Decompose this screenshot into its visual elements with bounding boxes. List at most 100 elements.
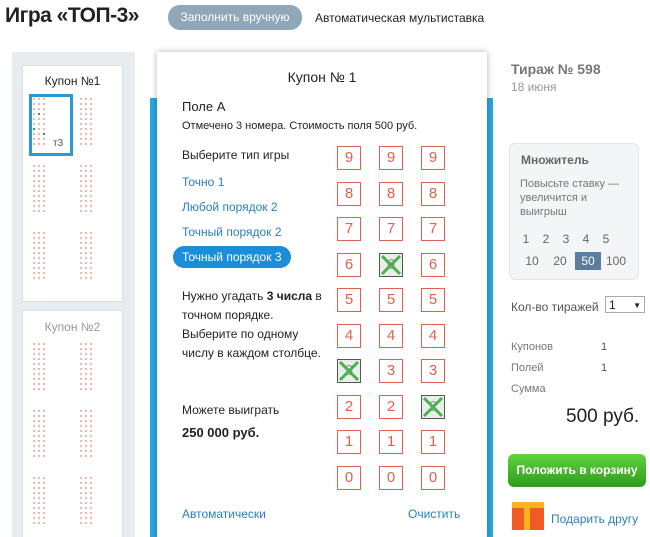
tab[interactable]: Заполнить вручную <box>168 5 302 30</box>
coupon-card[interactable]: Купон №1 т3 <box>22 65 123 302</box>
mini-cell <box>90 98 92 100</box>
mini-cell <box>43 138 45 140</box>
mini-cell <box>38 440 40 442</box>
game-type[interactable]: Точно 1 <box>182 175 225 189</box>
number-cell[interactable]: 0 <box>421 465 445 490</box>
mini-cell <box>38 410 40 412</box>
multiplier-option[interactable]: 3 <box>562 232 570 246</box>
number-cell[interactable]: 8 <box>421 181 445 206</box>
draw-title: Тираж № 598 <box>511 61 601 77</box>
mini-cell <box>38 482 40 484</box>
number-cell[interactable]: 6 <box>337 252 361 277</box>
mini-cell <box>43 425 45 427</box>
multiplier-option[interactable]: 20 <box>553 254 567 268</box>
mini-cell <box>85 237 87 239</box>
number-cell[interactable]: 7 <box>379 217 403 241</box>
number-cell[interactable]: 4 <box>421 323 445 348</box>
mini-cell <box>90 262 92 264</box>
mini-cell <box>85 363 87 365</box>
number-cell[interactable]: 7 <box>337 217 361 241</box>
number-cell[interactable]: 1 <box>337 430 361 454</box>
mini-cell <box>43 353 45 355</box>
cart-button[interactable]: Положить в корзину <box>508 454 646 487</box>
mini-cell <box>90 363 92 365</box>
win-label: Можете выиграть <box>182 403 280 417</box>
mini-cell <box>90 242 92 244</box>
mini-cell <box>90 343 92 345</box>
coupon-card[interactable]: Купон №2 <box>22 310 123 537</box>
number-cell[interactable]: 8 <box>379 181 403 206</box>
badge: т3 <box>53 138 64 149</box>
mini-cell <box>38 487 40 489</box>
mini-cell <box>33 477 35 479</box>
number-cell[interactable]: 9 <box>421 146 445 170</box>
number-cell[interactable]: 3 <box>421 359 445 383</box>
number-cell[interactable]: 3 <box>337 359 361 383</box>
mini-cell <box>43 232 45 234</box>
multiplier-option[interactable]: 4 <box>582 232 590 246</box>
game-type[interactable]: Любой порядок 2 <box>182 200 278 214</box>
clear-link[interactable]: Очистить <box>408 507 461 521</box>
mini-cell <box>38 358 40 360</box>
mini-cell <box>85 477 87 479</box>
mini-cell <box>33 425 35 427</box>
number-cell[interactable]: 2 <box>379 394 403 419</box>
mini-cell <box>90 522 92 524</box>
number-cell[interactable]: 9 <box>337 146 361 170</box>
number-cell[interactable]: 6 <box>379 252 403 277</box>
number-cell[interactable]: 1 <box>421 430 445 454</box>
number-cell[interactable]: 8 <box>337 181 361 206</box>
number-cell[interactable]: 4 <box>379 323 403 348</box>
mini-cell <box>80 143 82 145</box>
auto-link[interactable]: Автоматически <box>182 507 266 521</box>
mini-cell <box>85 185 87 187</box>
number-cell[interactable]: 7 <box>421 217 445 241</box>
multiplier-option[interactable]: 50 <box>575 252 601 270</box>
multiplier-option[interactable]: 1 <box>522 232 530 246</box>
mini-cell <box>85 210 87 212</box>
mini-cell <box>85 522 87 524</box>
draws-select[interactable]: 1 ▼ <box>605 296 645 313</box>
mini-cell <box>38 118 40 120</box>
number-cell[interactable]: 5 <box>379 288 403 312</box>
mini-cell <box>38 113 40 115</box>
number-cell[interactable]: 5 <box>421 288 445 312</box>
number-cell[interactable]: 0 <box>337 465 361 490</box>
number-cell[interactable]: 9 <box>379 146 403 170</box>
mini-cell <box>80 170 82 172</box>
game-type[interactable]: Точный порядок 3 <box>173 246 291 268</box>
mini-cell <box>90 143 92 145</box>
number-cell[interactable]: 0 <box>379 465 403 490</box>
mini-cell <box>85 123 87 125</box>
multiplier-option[interactable]: 5 <box>602 232 610 246</box>
number-cell[interactable]: 2 <box>421 394 445 419</box>
mini-cell <box>80 487 82 489</box>
mini-cell <box>80 98 82 100</box>
mini-cell <box>38 272 40 274</box>
mini-cell <box>90 373 92 375</box>
mini-cell <box>43 200 45 202</box>
mini-cell <box>38 200 40 202</box>
number-cell[interactable]: 5 <box>337 288 361 312</box>
mini-cell <box>85 455 87 457</box>
multiplier-option[interactable]: 10 <box>525 254 539 268</box>
mini-cell <box>85 497 87 499</box>
number-cell[interactable]: 4 <box>337 323 361 348</box>
tab[interactable]: Автоматическая мультиставка <box>315 11 485 25</box>
mini-cell <box>33 165 35 167</box>
mini-cell <box>90 133 92 135</box>
multiplier-option[interactable]: 2 <box>542 232 550 246</box>
mini-cell <box>90 507 92 509</box>
mini-cell <box>38 502 40 504</box>
game-type[interactable]: Точный порядок 2 <box>182 225 282 239</box>
mini-cell <box>33 378 35 380</box>
number-cell[interactable]: 1 <box>379 430 403 454</box>
number-cell[interactable]: 2 <box>337 394 361 419</box>
number-cell[interactable]: 3 <box>379 359 403 383</box>
number-cell[interactable]: 6 <box>421 252 445 277</box>
multiplier-option[interactable]: 100 <box>605 254 627 268</box>
multiplier-title: Множитель <box>521 153 589 167</box>
mini-cell <box>90 512 92 514</box>
mini-cell <box>90 165 92 167</box>
gift-link[interactable]: Подарить другу <box>551 512 639 526</box>
